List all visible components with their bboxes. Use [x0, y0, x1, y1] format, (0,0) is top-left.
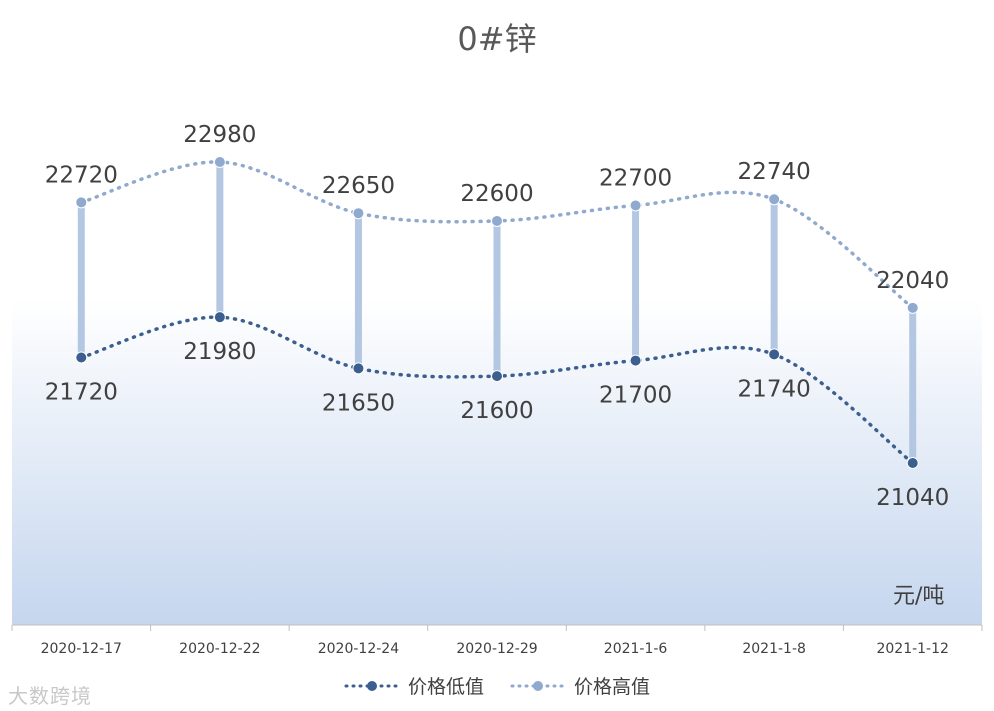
data-label-low: 21040 — [876, 485, 949, 511]
data-label-low: 21980 — [183, 339, 256, 365]
watermark-logo: 大数跨境 — [8, 684, 92, 708]
data-label-high: 22040 — [876, 268, 949, 294]
data-label-low: 21720 — [45, 379, 118, 405]
data-label-low: 21740 — [738, 376, 811, 402]
data-label-high: 22720 — [45, 162, 118, 188]
data-label-high: 22650 — [322, 173, 395, 199]
data-label-high: 22740 — [738, 159, 811, 185]
data-point-low — [491, 370, 503, 383]
unit-label: 元/吨 — [893, 584, 945, 609]
x-tick-label: 2020-12-22 — [179, 641, 260, 657]
legend-item-low: 价格低值 — [344, 672, 484, 699]
data-label-high: 22980 — [183, 122, 256, 148]
legend-item-high: 价格高值 — [510, 672, 650, 699]
x-tick-label: 2020-12-17 — [41, 641, 122, 657]
data-label-low: 21700 — [599, 383, 672, 409]
data-point-high — [491, 214, 503, 227]
x-tick-label: 2020-12-29 — [456, 641, 537, 657]
data-point-high — [906, 301, 919, 314]
chart-title: 0#锌 — [457, 20, 537, 58]
data-label-low: 21650 — [322, 390, 395, 416]
data-point-high — [629, 199, 642, 212]
legend: 价格低值 价格高值 — [0, 672, 994, 699]
data-point-high — [75, 196, 88, 209]
x-tick-label: 2021-1-8 — [742, 641, 806, 657]
x-tick-label: 2021-1-12 — [876, 641, 948, 657]
legend-label-low: 价格低值 — [407, 676, 484, 698]
legend-marker-low — [344, 680, 400, 691]
x-tick-label: 2020-12-24 — [318, 641, 399, 657]
data-label-high: 22600 — [460, 181, 533, 207]
legend-marker-high — [510, 680, 566, 691]
data-point-high — [352, 207, 365, 220]
data-point-low — [768, 348, 781, 361]
data-label-low: 21600 — [460, 398, 533, 424]
data-label-high: 22700 — [599, 165, 672, 191]
data-point-low — [75, 351, 88, 364]
data-point-high — [768, 193, 781, 206]
legend-label-high: 价格高值 — [574, 676, 651, 698]
x-tick-label: 2021-1-6 — [604, 641, 668, 657]
data-point-high — [213, 156, 226, 168]
data-point-low — [629, 354, 642, 367]
data-point-low — [906, 457, 919, 469]
data-point-low — [352, 362, 365, 375]
data-point-low — [213, 311, 226, 324]
